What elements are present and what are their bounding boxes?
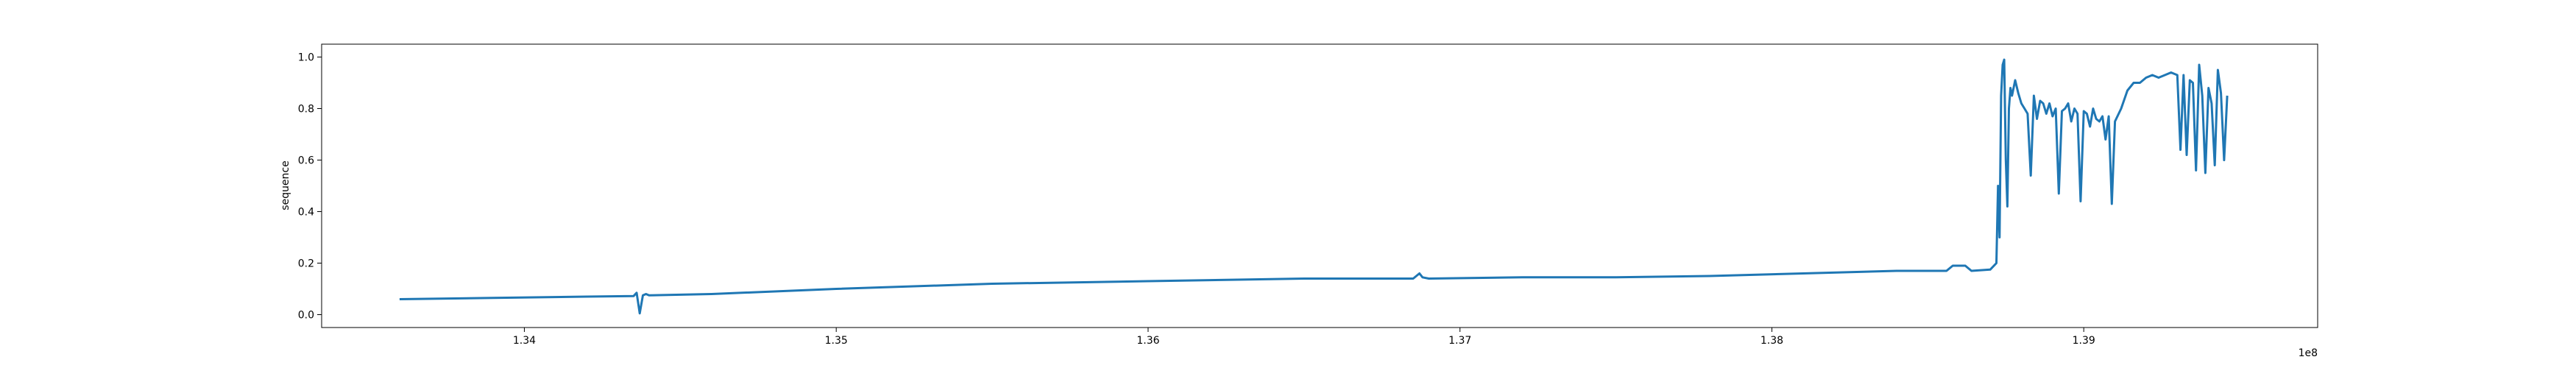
x-tick-label: 1.34 bbox=[513, 335, 536, 347]
series-layer bbox=[399, 58, 2229, 315]
y-tick-label: 0.6 bbox=[298, 155, 314, 167]
x-tick-label: 1.39 bbox=[2073, 335, 2095, 347]
series-line bbox=[399, 58, 2229, 315]
plot-frame bbox=[321, 43, 2318, 328]
y-tick-label: 0.0 bbox=[298, 310, 314, 322]
x-axis-offset-label: 1e8 bbox=[2299, 347, 2318, 359]
x-tick-label: 1.36 bbox=[1136, 335, 1159, 347]
y-tick-label: 0.4 bbox=[298, 207, 314, 219]
x-tick-label: 1.37 bbox=[1448, 335, 1471, 347]
x-tick-label: 1.38 bbox=[1761, 335, 1783, 347]
y-axis-ticks: 0.0 0.2 0.4 0.6 0.8 1.0 bbox=[298, 52, 322, 322]
y-tick-label: 0.8 bbox=[298, 104, 314, 116]
y-tick-label: 1.0 bbox=[298, 52, 314, 64]
y-axis-label: sequence bbox=[280, 160, 291, 210]
x-tick-label: 1.35 bbox=[825, 335, 848, 347]
y-tick-label: 0.2 bbox=[298, 258, 314, 270]
x-axis-ticks: 1.34 1.35 1.36 1.37 1.38 1.39 bbox=[513, 328, 2095, 347]
